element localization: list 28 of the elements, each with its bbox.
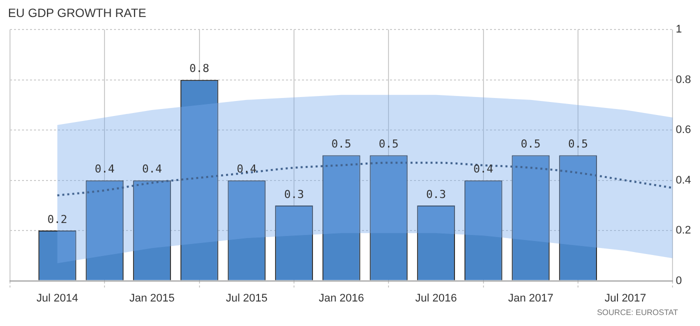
data-label: 0.5 xyxy=(331,138,352,151)
data-label: 0.4 xyxy=(142,162,162,176)
line-series xyxy=(56,162,673,196)
data-label: 0.4 xyxy=(236,162,257,176)
data-label: 0.8 xyxy=(189,62,210,76)
y-tick-label: 0.6 xyxy=(676,124,692,136)
y-tick-label: 0.4 xyxy=(676,174,692,186)
x-tick-label: Jan 2017 xyxy=(508,292,554,304)
x-tick-label: Jan 2016 xyxy=(318,292,364,304)
x-tick-label: Jan 2015 xyxy=(129,292,175,304)
data-label: 0.5 xyxy=(568,138,588,151)
y-tick-label: 0.8 xyxy=(676,74,692,86)
data-label: 0.5 xyxy=(378,138,399,151)
data-label: 0.4 xyxy=(473,162,494,176)
x-tick-label: Jul 2015 xyxy=(226,292,268,304)
y-tick-label: 0 xyxy=(676,274,682,287)
data-label: 0.3 xyxy=(284,188,304,201)
y-tick-label: 1 xyxy=(676,24,682,36)
data-label: 0.2 xyxy=(47,212,68,226)
source-note: SOURCE: EUROSTAT xyxy=(596,308,678,317)
y-tick-label: 0.2 xyxy=(676,224,692,237)
x-tick-label: Jul 2014 xyxy=(36,292,78,304)
data-label: 0.3 xyxy=(426,188,446,201)
data-label: 0.4 xyxy=(94,162,115,176)
chart-title: EU GDP GROWTH RATE xyxy=(8,6,146,20)
x-tick-label: Jul 2016 xyxy=(415,292,457,304)
data-label: 0.5 xyxy=(520,138,541,151)
x-tick-label: Jul 2017 xyxy=(604,292,646,304)
